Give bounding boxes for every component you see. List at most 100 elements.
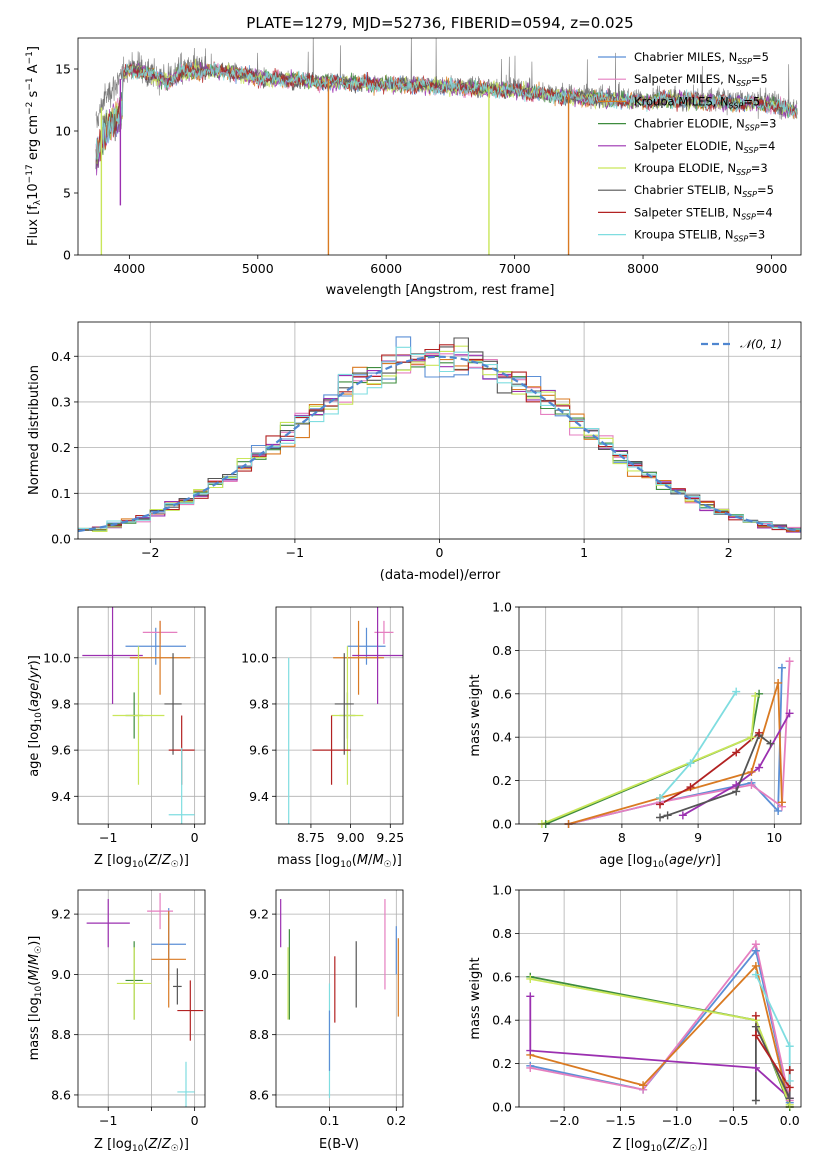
plot-area [86,893,204,1107]
mass-weight-marker [747,780,756,789]
y-tick-label: 8.6 [51,1087,71,1102]
axes-frame [77,889,206,1108]
mass-weight-marker [686,759,695,768]
x-tick-label: 9 [694,830,702,845]
plot-area [95,38,798,255]
axes-spectrum: 4000 5000 6000 7000 8000 9000 0 5 10 15 [55,37,802,276]
y-tick-label: 5 [63,186,71,201]
mass-weight-marker [751,1011,760,1020]
y-tick-label: 0.2 [492,1056,512,1071]
mass-weight-marker [751,1096,760,1105]
x-tick-label: 8.75 [297,830,325,845]
mass-weight-marker [732,687,741,696]
mass-weight-marker [747,767,756,776]
mass-weight-marker [526,974,535,983]
x-tick-label: 2 [725,545,733,560]
y-tick-label: 8.8 [51,1027,71,1042]
mass-weight-marker [732,787,741,796]
y-tick-label: 9.4 [249,789,269,804]
mass-weight-marker [755,728,764,737]
y-axis-label: Flux [fλ10−17 erg cm−2 s−1 A−1] [25,46,43,246]
y-tick-label: 8.8 [249,1027,269,1042]
mass-weight-marker [678,811,687,820]
mass-weight-marker [755,763,764,772]
model-spectrum-line [95,61,798,162]
legend-label: Salpeter MILES, NSSP=5 [634,72,768,88]
y-tick-label: 8.6 [249,1087,269,1102]
model-spectrum-line [95,61,798,160]
mass-weight-marker [785,1094,794,1103]
plot-area [288,607,403,824]
x-tick-label: 9.00 [337,830,365,845]
legend-label: Chabrier MILES, NSSP=5 [634,50,769,66]
y-tick-label: 0.0 [492,1100,512,1115]
x-tick-label: 6000 [370,261,402,276]
axes-z-age: −1 0 9.4 9.6 9.8 10.0 [43,606,206,845]
x-tick-label: −1 [99,1113,117,1128]
normal-reference-curve [78,355,801,533]
y-tick-label: 1.0 [492,883,512,898]
mass-weight-marker [774,678,783,687]
axes-frame [77,37,802,256]
mass-weight-marker [751,1022,760,1031]
plot-area [280,899,399,1098]
x-tick-label: 8 [618,830,626,845]
mass-weight-marker [686,783,695,792]
legend-label: 𝒩(0, 1) [740,337,782,351]
y-axis-label: Normed distribution [27,365,42,495]
x-tick-label: −1 [99,830,117,845]
mass-weight-marker [751,961,760,970]
x-axis-label: age [log10(age/yr)] [599,853,721,870]
mass-weight-marker [785,709,794,718]
mass-weight-line [530,942,791,1101]
mass-weight-marker [785,1042,794,1051]
x-axis-label: E(B-V) [319,1137,359,1152]
mass-weight-marker [747,733,756,742]
y-tick-label: 9.8 [249,696,269,711]
mass-weight-marker [656,813,664,822]
x-axis-label: Z [log10(Z/Z☉)] [613,1137,708,1154]
x-tick-label: −1.0 [662,1113,692,1128]
axes-mass-age: 8.75 9.00 9.25 9.4 9.6 9.8 10.0 [241,606,404,845]
mass-weight-marker [526,1046,535,1055]
axes-frame [518,606,802,825]
y-axis-label: age [log10(age/yr)] [27,655,44,777]
mass-weight-line [529,996,791,1099]
plot-area [541,661,791,824]
histogram-step-line [78,344,801,532]
mass-weight-line [568,682,783,824]
axes-frame [275,889,404,1108]
mass-weight-marker [777,798,786,807]
legend-label: Chabrier STELIB, NSSP=5 [634,183,774,199]
axes-z-mass: −1 0 8.6 8.8 9.0 9.2 [51,889,206,1128]
mass-weight-marker [777,663,786,672]
mass-weight-marker [751,1031,760,1040]
x-tick-label: 9.25 [376,830,404,845]
axes-frame [77,321,802,540]
mass-weight-marker [751,940,760,949]
y-tick-label: 9.0 [249,967,269,982]
grid [276,890,403,1107]
mass-weight-line [659,733,772,819]
x-tick-label: −1.5 [605,1113,635,1128]
y-axis-label: mass weight [468,957,483,1039]
mass-weight-marker [785,1076,794,1085]
legend-label: Salpeter STELIB, NSSP=4 [634,205,773,221]
y-tick-label: 10.0 [43,650,71,665]
plot-area [78,336,801,533]
mass-weight-marker [526,992,535,1001]
x-tick-label: −1 [286,545,304,560]
axes-ebv-mass: 0.1 0.2 8.6 8.8 9.0 9.2 [249,889,406,1128]
mass-weight-line [530,978,791,1106]
x-tick-label: 0.1 [320,1113,340,1128]
x-tick-label: −2 [141,545,159,560]
legend-label: Salpeter ELODIE, NSSP=4 [634,139,775,155]
axes-frame [518,889,802,1108]
mass-weight-marker [732,748,741,757]
y-tick-label: 9.2 [51,907,71,922]
legend-label: Kroupa MILES, NSSP=5 [634,94,760,110]
y-tick-label: 0.2 [492,773,512,788]
x-tick-label: 4000 [113,261,145,276]
mass-weight-line [530,975,791,1107]
x-axis-label: wavelength [Angstrom, rest frame] [326,283,555,298]
